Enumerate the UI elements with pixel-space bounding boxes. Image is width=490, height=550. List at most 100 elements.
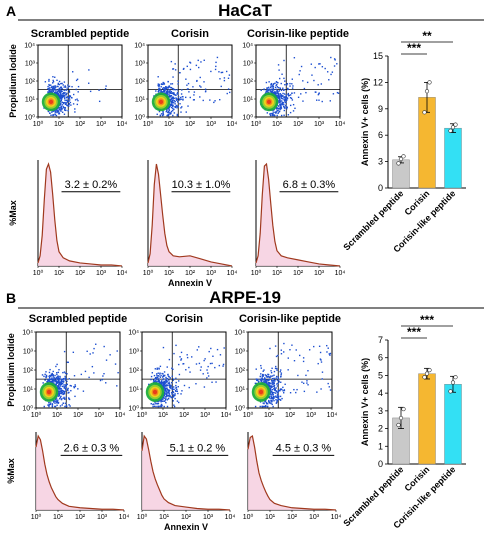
event-dot	[286, 97, 289, 100]
event-dot	[280, 100, 283, 102]
event-dot	[48, 91, 50, 93]
event-dot	[47, 88, 49, 90]
event-dot	[57, 376, 59, 378]
event-dot	[74, 99, 77, 101]
event-dot	[261, 405, 263, 408]
event-dot	[66, 361, 69, 363]
event-dot	[155, 403, 157, 405]
event-dot	[48, 87, 51, 89]
event-dot	[51, 405, 54, 408]
event-dot	[167, 394, 170, 397]
event-dot	[59, 100, 62, 103]
event-dot	[285, 99, 288, 101]
event-dot	[276, 394, 279, 396]
event-dot	[58, 394, 61, 397]
y-tick-label: 10²	[129, 368, 140, 375]
event-dot	[302, 100, 304, 102]
event-dot	[287, 95, 290, 97]
event-dot	[280, 97, 283, 99]
event-dot	[171, 387, 174, 389]
event-dot	[167, 389, 169, 391]
event-dot	[276, 396, 279, 399]
event-dot	[264, 405, 267, 407]
event-dot	[61, 380, 63, 383]
replicate-point	[450, 125, 456, 130]
event-dot	[174, 393, 176, 395]
x-tick-label: 10³	[314, 121, 325, 128]
event-dot	[56, 109, 58, 111]
event-dot	[280, 353, 283, 355]
event-dot	[101, 378, 104, 381]
event-dot	[207, 365, 209, 368]
histogram-fill	[142, 436, 230, 510]
event-dot	[65, 384, 67, 386]
event-dot	[271, 403, 273, 406]
event-dot	[73, 375, 76, 377]
event-dot	[57, 90, 59, 92]
x-tick-label: 10⁴	[117, 270, 128, 277]
event-dot	[157, 90, 160, 93]
event-dot	[64, 94, 66, 97]
event-dot	[276, 94, 278, 96]
event-dot	[267, 89, 270, 91]
event-dot	[51, 373, 53, 376]
event-dot	[258, 380, 260, 383]
bar-y-tick-label: 3	[378, 406, 383, 416]
event-dot	[50, 381, 52, 383]
event-dot	[279, 107, 282, 109]
event-dot	[165, 384, 167, 386]
event-dot	[57, 399, 59, 401]
event-dot	[59, 94, 61, 96]
event-dot	[320, 388, 322, 390]
event-dot	[162, 81, 164, 84]
event-dot	[162, 113, 164, 115]
event-dot	[210, 347, 212, 350]
event-dot	[176, 390, 179, 393]
event-dot	[161, 384, 164, 386]
event-dot	[278, 101, 280, 104]
replicate-point	[424, 371, 430, 376]
event-dot	[187, 82, 190, 85]
event-dot	[207, 372, 209, 374]
event-dot	[59, 108, 61, 111]
event-dot	[170, 385, 173, 387]
event-dot	[166, 392, 168, 394]
event-dot	[303, 390, 306, 393]
event-dot	[62, 106, 65, 108]
event-dot	[267, 403, 269, 405]
x-tick-label: 10¹	[164, 121, 175, 128]
event-dot	[167, 375, 170, 377]
event-dot	[61, 108, 63, 111]
event-dot	[270, 397, 272, 400]
x-tick-label: 10⁴	[335, 270, 346, 277]
event-dot	[277, 109, 279, 111]
event-dot	[270, 86, 272, 89]
event-dot	[164, 88, 167, 90]
event-dot	[56, 373, 58, 376]
event-dot	[76, 78, 79, 81]
event-dot	[51, 372, 54, 375]
event-dot	[174, 397, 176, 400]
event-dot	[273, 399, 275, 402]
event-dot	[291, 99, 294, 101]
event-dot	[265, 81, 268, 84]
event-dot	[77, 85, 80, 88]
event-dot	[181, 89, 183, 91]
event-dot	[164, 387, 166, 389]
event-dot	[167, 92, 169, 95]
event-dot	[175, 384, 177, 387]
histogram: 2.6 ± 0.3 % 10⁰ 10¹ 10² 10³ 10⁴	[31, 432, 129, 521]
event-dot	[63, 380, 65, 382]
event-dot	[67, 109, 69, 112]
event-dot	[163, 382, 165, 385]
event-dot	[329, 389, 332, 391]
event-dot	[174, 394, 176, 397]
event-dot	[148, 383, 150, 386]
event-dot	[333, 58, 336, 60]
event-dot	[58, 390, 60, 392]
event-dot	[273, 391, 275, 394]
event-dot	[160, 381, 163, 384]
event-dot	[283, 59, 285, 62]
y-tick-label: 10²	[23, 368, 34, 375]
